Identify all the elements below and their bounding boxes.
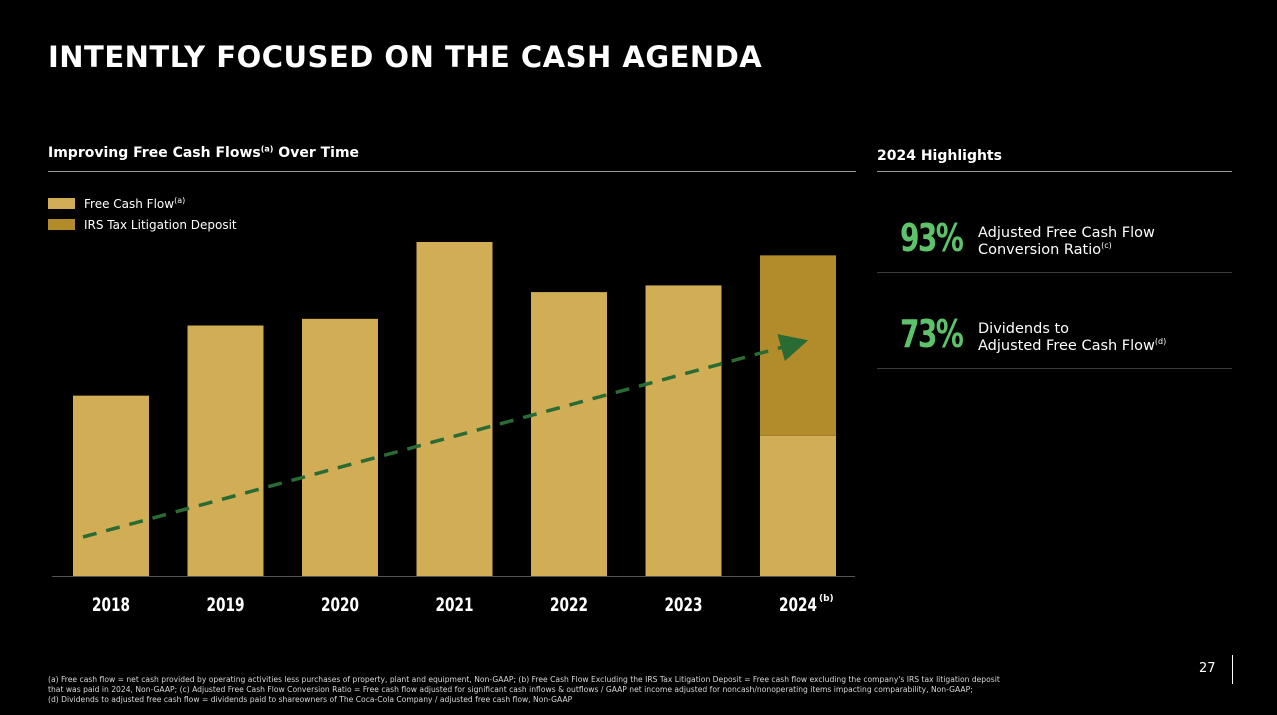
x-tick-label-2021: 2021 (436, 594, 474, 616)
highlight-label-dividends-sup: (d) (1154, 337, 1167, 347)
highlights-divider (877, 171, 1232, 172)
x-tick-label-2018: 2018 (92, 594, 130, 616)
page-title: INTENTLY FOCUSED ON THE CASH AGENDA (48, 40, 763, 74)
highlight-label-conversion-ratio-text: Adjusted Free Cash Flow Conversion Ratio (978, 225, 1155, 258)
legend-label-irs-deposit: IRS Tax Litigation Deposit (84, 218, 237, 232)
x-tick-label-2022: 2022 (550, 594, 588, 616)
x-tick-label-2024: 2024 (779, 594, 817, 616)
page-number-divider (1232, 655, 1233, 684)
trend-line-arrow (82, 334, 809, 539)
bar-2020-series-0 (302, 318, 378, 576)
legend-label-free-cash-flow: Free Cash Flow(a) (84, 195, 186, 211)
legend-swatch-irs-deposit (48, 219, 75, 230)
chart-section-heading: Improving Free Cash Flows(a) Over Time (48, 145, 359, 161)
bar-2024-series-0 (760, 435, 836, 576)
chart-legend: Free Cash Flow(a) IRS Tax Litigation Dep… (48, 193, 237, 235)
bar-2018-series-0 (73, 395, 149, 576)
x-tick-label-2020: 2020 (321, 594, 359, 616)
legend-label-free-cash-flow-sup: (a) (174, 195, 186, 205)
highlight-label-dividends-text: Dividends to Adjusted Free Cash Flow (978, 321, 1155, 354)
highlight-label-conversion-ratio-sup: (c) (1101, 241, 1112, 251)
legend-item-free-cash-flow: Free Cash Flow(a) (48, 193, 237, 214)
legend-item-irs-deposit: IRS Tax Litigation Deposit (48, 214, 237, 235)
x-tick-label-2019: 2019 (207, 594, 245, 616)
bar-2021-series-0 (416, 242, 493, 576)
x-tick-label-2023: 2023 (665, 594, 703, 616)
chart-section-heading-sup: (a) (260, 144, 274, 154)
highlight-label-dividends: Dividends to Adjusted Free Cash Flow(d) (978, 321, 1166, 355)
chart-section-heading-text: Improving Free Cash Flows (48, 145, 261, 161)
legend-label-irs-deposit-text: IRS Tax Litigation Deposit (84, 217, 237, 232)
highlight-divider-2 (877, 368, 1232, 369)
bar-2019-series-0 (187, 325, 264, 576)
highlight-value-conversion-ratio: 93% (900, 216, 964, 260)
highlight-value-dividends: 73% (900, 312, 964, 356)
footnotes: (a) Free cash flow = net cash provided b… (48, 675, 1000, 704)
bar-2023-series-0 (645, 285, 722, 576)
highlight-divider-1 (877, 272, 1232, 273)
x-tick-note-2024: (b) (819, 594, 834, 604)
page-number: 27 (1199, 661, 1216, 676)
legend-label-free-cash-flow-text: Free Cash Flow (84, 196, 175, 211)
bar-2022-series-0 (531, 292, 607, 576)
bar-2024-series-1 (760, 255, 836, 436)
highlights-heading: 2024 Highlights (877, 148, 1002, 164)
legend-swatch-free-cash-flow (48, 198, 75, 209)
chart-section-divider (48, 171, 856, 172)
chart-section-heading-suffix: Over Time (273, 145, 360, 161)
highlight-label-conversion-ratio: Adjusted Free Cash Flow Conversion Ratio… (978, 225, 1155, 259)
